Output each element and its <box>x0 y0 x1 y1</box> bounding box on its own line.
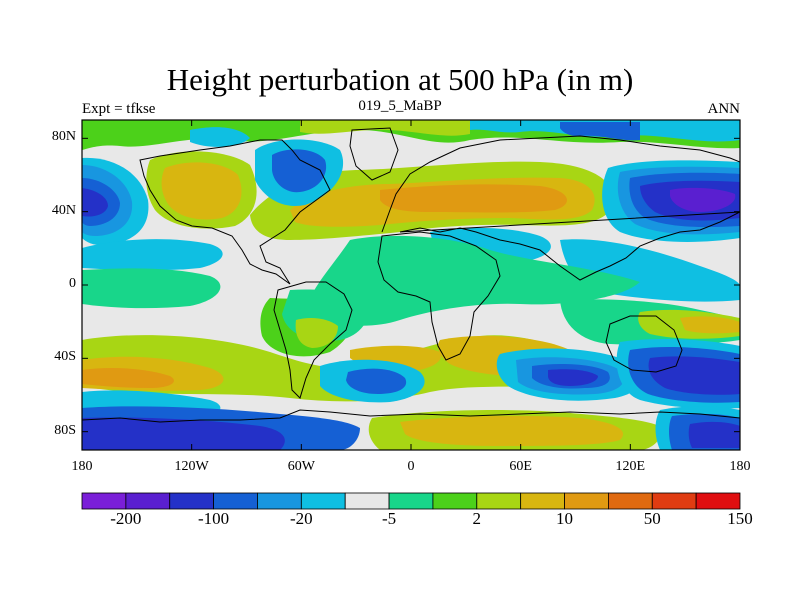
lon-tick-label: 60W <box>287 459 315 474</box>
colorbar-label: -5 <box>381 509 397 528</box>
field-arctic-cyan-west <box>190 127 250 147</box>
colorbar-box <box>651 492 697 510</box>
colorbar-box <box>300 492 346 510</box>
field-eurasia-core <box>380 184 567 213</box>
lon-tick-label: 180 <box>729 459 751 474</box>
lat-tick-label: 80N <box>51 129 76 145</box>
colorbar-box <box>169 492 215 510</box>
lat-tick-label: 40N <box>51 202 76 218</box>
lon-tick-label: 120E <box>615 459 646 474</box>
coast-australia <box>605 315 683 373</box>
field-nam-orange <box>161 162 242 220</box>
lat-tick-label: 80S <box>54 422 76 438</box>
field-antarctic-dark <box>82 417 285 450</box>
coast-greenland <box>349 127 399 181</box>
case-label: 019_5_MaBP <box>358 98 442 114</box>
lat-tick-label: 0 <box>69 276 76 291</box>
field-tropics-green <box>308 235 640 326</box>
field-npac-core <box>82 188 108 217</box>
field-sio-core <box>548 369 598 386</box>
field-asia-min <box>670 187 736 212</box>
plot-title: Height perturbation at 500 hPa (in m) <box>166 62 634 97</box>
experiment-label: Expt = tfkse <box>82 101 156 117</box>
colorbar-label: 150 <box>727 509 753 528</box>
colorbar-box <box>257 492 302 510</box>
coast-antarctica <box>82 409 740 423</box>
colorbar-label: 2 <box>472 509 482 528</box>
colorbar-label: 50 <box>643 509 661 528</box>
colorbar-box <box>388 492 434 510</box>
field-antarctic-core-east <box>688 421 740 448</box>
colorbar-box <box>520 492 565 510</box>
field-antarctic-orange <box>400 415 624 446</box>
lon-tick-label: 180 <box>71 459 93 474</box>
coast-north-america <box>139 139 331 285</box>
field-tropics-yellow-sa <box>295 318 338 348</box>
field-south-core-west <box>82 368 174 388</box>
colorbar-box <box>81 492 127 510</box>
field-satl-blue <box>346 368 407 394</box>
longitude-ticks <box>81 120 741 450</box>
lat-tick-label: 40S <box>54 349 76 365</box>
coast-eurasia <box>381 135 740 281</box>
colorbar-label: -100 <box>198 509 230 528</box>
colorbar-label: -20 <box>289 509 313 528</box>
lon-tick-label: 0 <box>407 459 415 474</box>
colorbar-box <box>695 492 741 510</box>
coast-south-america <box>273 281 353 399</box>
colorbar-box <box>432 492 478 510</box>
field-spac-core <box>648 356 740 395</box>
height-field <box>82 120 740 450</box>
colorbar-box <box>608 492 653 510</box>
colorbar-box <box>125 492 171 510</box>
colorbar-box <box>213 492 258 510</box>
lon-tick-label: 60E <box>509 459 532 474</box>
lon-tick-label: 120W <box>174 459 209 474</box>
colorbar-box <box>564 492 609 510</box>
latitude-ticks <box>82 137 740 433</box>
colorbar-box <box>476 492 522 510</box>
colorbar-box <box>344 492 390 510</box>
coast-africa <box>377 231 501 361</box>
field-east-orange <box>680 316 740 334</box>
season-label: ANN <box>707 101 741 117</box>
coastlines <box>82 127 740 423</box>
colorbar-label: 10 <box>556 509 574 528</box>
field-subtrop-green-west <box>82 268 221 309</box>
field-subtrop-cyan-west <box>82 239 223 271</box>
colorbar-label: -200 <box>110 509 142 528</box>
field-ncentral-blue <box>272 149 327 193</box>
colorbar <box>81 492 741 510</box>
